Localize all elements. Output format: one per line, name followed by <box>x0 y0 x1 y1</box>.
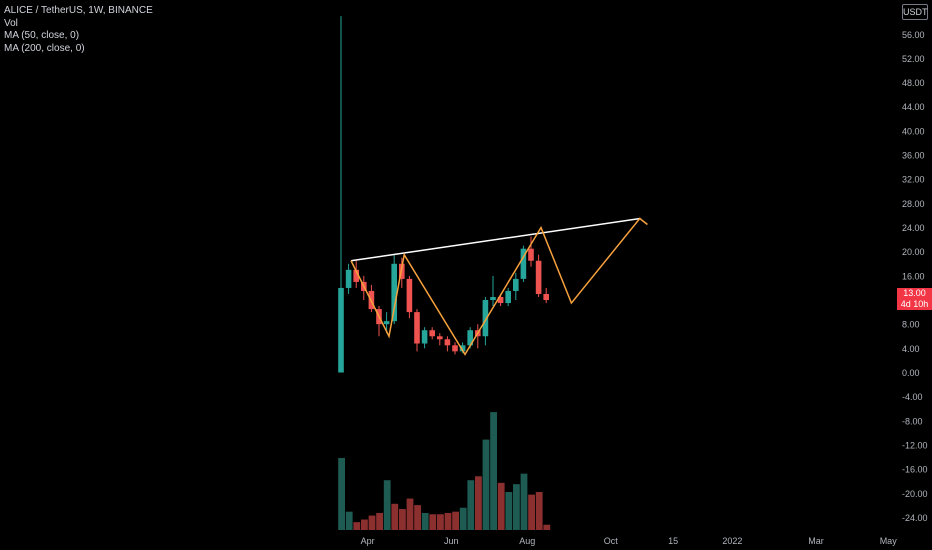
volume-bar <box>444 512 452 530</box>
y-tick-label: 36.00 <box>902 151 925 161</box>
candle <box>452 342 458 355</box>
volume-bar <box>535 492 543 530</box>
candle <box>437 333 443 346</box>
x-tick-label: Mar <box>808 536 824 546</box>
trendline[interactable] <box>350 217 641 262</box>
candle <box>383 312 390 334</box>
volume-bar <box>528 494 535 530</box>
y-tick-label: 0.00 <box>902 368 920 378</box>
volume-bar <box>421 512 429 530</box>
x-tick-label: Oct <box>604 536 619 546</box>
volume-bar <box>353 522 361 530</box>
time-axis[interactable]: Apr Jun Aug Oct 15 2022 Mar May <box>361 536 898 546</box>
zigzag-pattern[interactable] <box>350 217 648 356</box>
candle <box>399 257 405 288</box>
volume-bar <box>475 476 482 530</box>
y-tick-label: 32.00 <box>902 175 925 185</box>
candle <box>353 260 359 288</box>
volume-bar <box>391 503 399 530</box>
candle <box>421 327 428 349</box>
volume-bar <box>490 412 497 530</box>
pattern-drawings <box>350 217 648 356</box>
volume-bar <box>345 511 353 530</box>
volume-bar <box>376 512 383 530</box>
y-tick-label: 48.00 <box>902 78 925 88</box>
candle <box>414 309 420 352</box>
y-tick-label: 44.00 <box>902 102 925 112</box>
candle <box>535 254 542 297</box>
volume-bar <box>437 514 444 530</box>
volume-bar <box>505 492 513 530</box>
volume-bar <box>414 505 421 530</box>
candle <box>429 327 435 340</box>
volume-bar <box>368 515 376 530</box>
y-tick-label: -12.00 <box>902 440 928 450</box>
y-tick-label: 8.00 <box>902 320 920 330</box>
volume-bar <box>406 498 414 530</box>
last-price-tag: 13.00 4d 10h <box>897 288 932 310</box>
candle <box>490 275 496 307</box>
currency-badge[interactable]: USDT <box>902 4 928 20</box>
y-tick-label: 56.00 <box>902 30 925 40</box>
volume-bar <box>459 507 467 530</box>
x-tick-label: Aug <box>519 536 535 546</box>
y-tick-label: 52.00 <box>902 54 925 64</box>
candle <box>361 275 367 301</box>
y-tick-label: -24.00 <box>902 513 928 523</box>
volume-bar <box>513 484 520 530</box>
volume-bar <box>543 524 551 530</box>
volume-bar <box>497 482 505 530</box>
ma200-indicator-label[interactable]: MA (200, close, 0) <box>4 42 85 54</box>
y-tick-label: 28.00 <box>902 199 925 209</box>
volume-bar <box>399 509 406 530</box>
y-tick-label: 16.00 <box>902 271 925 281</box>
bar-countdown: 4d 10h <box>900 299 929 309</box>
ma50-indicator-label[interactable]: MA (50, close, 0) <box>4 30 80 41</box>
x-tick-label: Apr <box>361 536 375 546</box>
y-tick-label: 24.00 <box>902 223 925 233</box>
y-tick-label: 4.00 <box>902 344 920 354</box>
x-tick-label: Jun <box>444 536 459 546</box>
volume-bars <box>338 412 551 530</box>
volume-bar <box>482 439 490 530</box>
volume-bar <box>383 480 391 530</box>
candle <box>444 336 451 352</box>
y-tick-label: 40.00 <box>902 126 925 136</box>
volume-bar <box>452 511 459 530</box>
volume-bar <box>429 514 437 530</box>
candle <box>528 236 534 267</box>
candle <box>406 275 413 319</box>
last-price-value: 13.00 <box>903 288 926 298</box>
chart-legend: ALICE / TetherUS, 1W, BINANCE Vol MA (50… <box>4 5 153 55</box>
volume-indicator-label[interactable]: Vol <box>4 17 18 29</box>
candle <box>345 263 352 294</box>
volume-bar <box>338 457 345 530</box>
x-tick-label: 2022 <box>722 536 742 546</box>
candle <box>513 272 519 301</box>
candle <box>391 254 397 325</box>
candle <box>505 287 511 307</box>
y-tick-label: 20.00 <box>902 247 925 257</box>
volume-bar <box>520 473 528 530</box>
volume-bar <box>467 480 475 530</box>
symbol-label[interactable]: ALICE / TetherUS, 1W, BINANCE <box>4 5 153 16</box>
x-tick-label: May <box>880 536 898 546</box>
x-tick-label: 15 <box>668 536 678 546</box>
y-tick-label: -8.00 <box>902 416 923 426</box>
y-tick-label: -4.00 <box>902 392 923 402</box>
candle <box>520 245 527 282</box>
candle <box>543 287 549 304</box>
volume-bar <box>361 519 368 530</box>
candle <box>338 16 344 373</box>
price-axis[interactable]: 56.00 52.00 48.00 44.00 40.00 36.00 32.00 28.00… <box>902 30 928 523</box>
y-tick-label: -20.00 <box>902 489 928 499</box>
y-tick-label: -16.00 <box>902 465 928 475</box>
